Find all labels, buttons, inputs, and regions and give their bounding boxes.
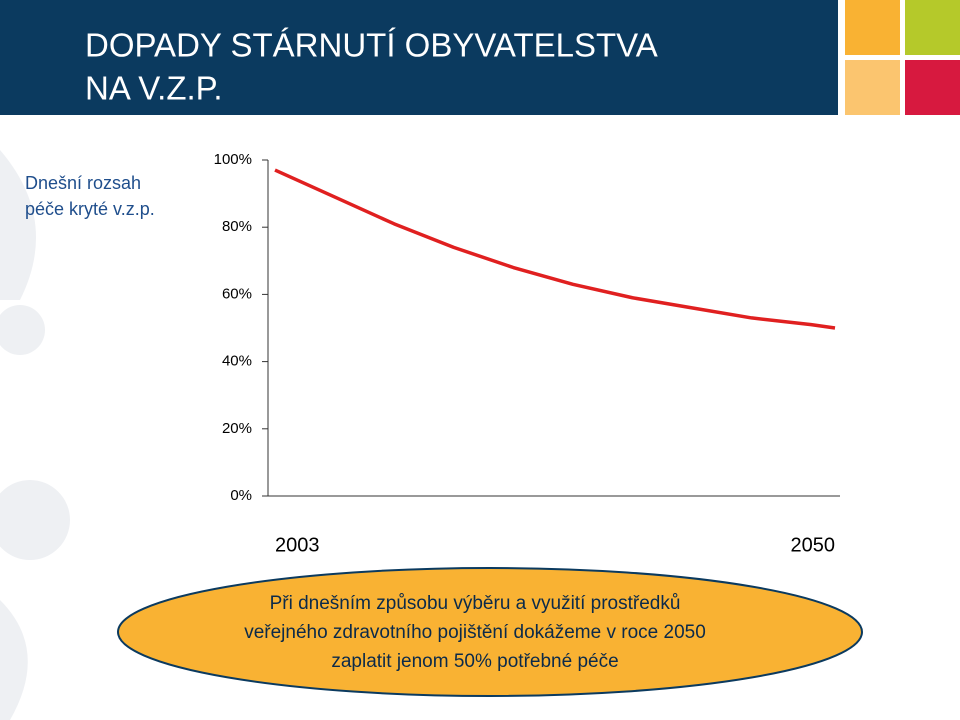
data-line bbox=[274, 168, 836, 330]
callout-text: zaplatit jenom 50% potřebné péče bbox=[331, 651, 618, 672]
callout-text: Při dnešním způsobu výběru a využití pro… bbox=[270, 593, 681, 614]
title-line: DOPADY STÁRNUTÍ OBYVATELSTVA bbox=[85, 27, 658, 64]
x-tick-label: 2050 bbox=[791, 534, 836, 556]
callout bbox=[117, 567, 863, 697]
title-line: NA V.Z.P. bbox=[85, 70, 223, 107]
y-tick-label: 100% bbox=[214, 151, 252, 168]
deco-square bbox=[845, 60, 900, 115]
y-tick-label: 80% bbox=[222, 218, 252, 235]
header-band bbox=[0, 0, 838, 115]
y-tick-label: 0% bbox=[230, 487, 252, 504]
y-label: Dnešní rozsah bbox=[25, 173, 141, 193]
deco-square bbox=[905, 0, 960, 55]
y-tick-label: 60% bbox=[222, 285, 252, 302]
x-tick-label: 2003 bbox=[275, 534, 320, 556]
deco-square bbox=[845, 0, 900, 55]
deco-square bbox=[905, 60, 960, 115]
y-label: péče kryté v.z.p. bbox=[25, 199, 155, 219]
y-tick-label: 20% bbox=[222, 420, 252, 437]
y-tick-label: 40% bbox=[222, 353, 252, 370]
decoration bbox=[0, 150, 70, 720]
callout-text: veřejného zdravotního pojištění dokážeme… bbox=[244, 622, 706, 643]
